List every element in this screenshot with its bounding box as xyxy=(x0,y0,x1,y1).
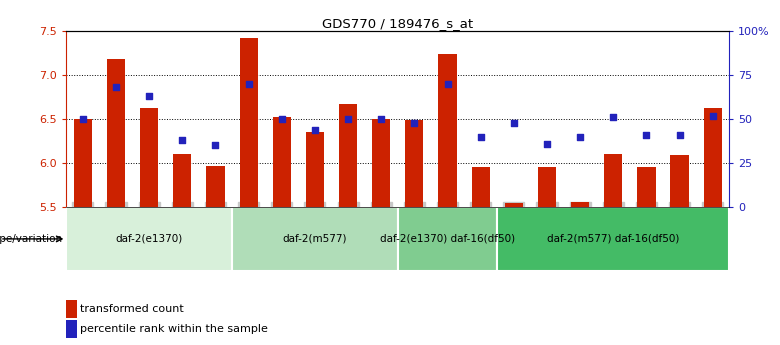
Bar xyxy=(140,108,158,207)
Point xyxy=(541,141,553,146)
Point xyxy=(243,81,255,87)
Bar xyxy=(472,167,490,207)
Text: daf-2(e1370): daf-2(e1370) xyxy=(115,234,183,244)
Text: transformed count: transformed count xyxy=(80,304,184,314)
Bar xyxy=(538,167,556,207)
Point xyxy=(474,134,487,139)
Point xyxy=(110,85,122,90)
Bar xyxy=(438,54,456,207)
Text: daf-2(m577) daf-16(df50): daf-2(m577) daf-16(df50) xyxy=(547,234,679,244)
Point xyxy=(707,113,719,118)
Point xyxy=(574,134,587,139)
Point xyxy=(673,132,686,138)
Point xyxy=(342,116,354,122)
Bar xyxy=(232,207,398,271)
Bar xyxy=(571,202,589,207)
Text: percentile rank within the sample: percentile rank within the sample xyxy=(80,324,268,334)
Point xyxy=(275,116,288,122)
Bar xyxy=(671,155,689,207)
Bar xyxy=(406,120,424,207)
Bar xyxy=(107,59,125,207)
Bar xyxy=(604,154,622,207)
Bar xyxy=(704,108,722,207)
Text: genotype/variation: genotype/variation xyxy=(0,234,62,244)
Text: daf-2(e1370) daf-16(df50): daf-2(e1370) daf-16(df50) xyxy=(380,234,515,244)
Bar xyxy=(74,119,92,207)
Point xyxy=(607,115,619,120)
Bar xyxy=(637,167,655,207)
Point xyxy=(408,120,420,125)
Bar xyxy=(239,38,257,207)
Point xyxy=(76,116,89,122)
Bar xyxy=(306,132,324,207)
Title: GDS770 / 189476_s_at: GDS770 / 189476_s_at xyxy=(322,17,473,30)
Bar xyxy=(173,154,191,207)
Bar xyxy=(398,207,498,271)
Bar xyxy=(66,320,76,338)
Bar xyxy=(372,119,390,207)
Bar xyxy=(498,207,729,271)
Bar xyxy=(273,117,291,207)
Bar xyxy=(339,104,357,207)
Point xyxy=(143,93,155,99)
Point xyxy=(441,81,454,87)
Point xyxy=(640,132,653,138)
Bar xyxy=(505,203,523,207)
Point xyxy=(209,143,222,148)
Text: daf-2(m577): daf-2(m577) xyxy=(282,234,347,244)
Point xyxy=(309,127,321,132)
Point xyxy=(176,137,189,143)
Bar xyxy=(66,207,232,271)
Point xyxy=(508,120,520,125)
Bar xyxy=(66,300,76,318)
Bar xyxy=(207,166,225,207)
Point xyxy=(375,116,388,122)
